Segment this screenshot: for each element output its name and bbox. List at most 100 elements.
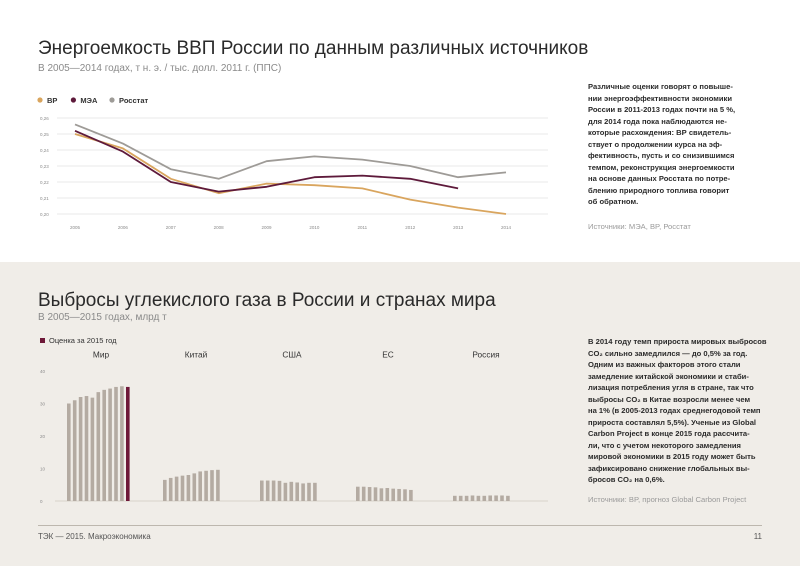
chart1-subtitle: В 2005—2014 годах, т н. э. / тыс. долл. … [38, 63, 282, 74]
bar [216, 469, 220, 501]
y-tick-label: 0,23 [40, 164, 49, 169]
chart1-commentary-line: Различные оценки говорят о повыше- [588, 82, 733, 91]
bar [385, 488, 390, 501]
chart2-commentary-line: прироста составлял 5,5%). Ученые из Glob… [588, 417, 757, 427]
bar [494, 495, 498, 501]
bar [506, 495, 510, 501]
x-tick-label: 2008 [214, 225, 225, 230]
bar [277, 480, 282, 501]
bar [356, 486, 360, 501]
chart1-commentary-line: России в 2011-2013 годах почти на 5 %, [588, 105, 736, 114]
group-label: Мир [93, 350, 110, 360]
chart1-commentary: Различные оценки говорят о повыше-нии эн… [588, 81, 773, 208]
y-tick-label: 30 [40, 401, 46, 406]
co2-emissions-section [0, 262, 800, 566]
chart1-commentary-line: фективность, пусть и со снизившимся [588, 151, 735, 160]
bar [307, 482, 311, 501]
chart1-commentary-line: об обратном. [588, 197, 639, 206]
x-tick-label: 2005 [70, 225, 81, 230]
legend-marker-2 [109, 97, 115, 103]
chart2-commentary-line: бросов CO₂ на 0,6%. [588, 475, 665, 484]
bar [289, 481, 294, 501]
bar [301, 483, 305, 501]
chart2-commentary-line: CO₂ сильно замедлился — до 0,5% за год. [588, 348, 748, 358]
bar-estimate-2015 [126, 386, 130, 501]
y-tick-label: 0,24 [40, 148, 49, 153]
chart1-commentary-line: нии энергоэффективности экономики [588, 93, 732, 103]
x-tick-label: 2010 [309, 225, 320, 230]
bar [464, 495, 469, 501]
y-tick-label: 10 [40, 466, 46, 471]
bar [180, 475, 185, 501]
bar [102, 389, 106, 501]
chart1-commentary-line: темпом, реконструкция энергоемкости [588, 162, 735, 172]
group-label: Россия [472, 350, 499, 360]
y-tick-label: 20 [40, 434, 46, 439]
bar [488, 495, 492, 501]
chart2-commentary-line: выбросы CO₂ в Китае возросли менее чем [588, 394, 751, 404]
bar [367, 487, 372, 501]
bar [84, 396, 89, 501]
estimate-legend-marker [40, 338, 45, 343]
legend-label: МЭА [80, 96, 98, 105]
co2-emissions-chart: Оценка за 2015 год 0 10 20 30 40 Мир Китай США ЕС… [40, 336, 548, 504]
bar [361, 486, 366, 501]
bar [174, 476, 179, 501]
chart2-title: Выбросы углекислого газа в России и стра… [38, 290, 496, 311]
bar [78, 397, 83, 501]
bar [198, 471, 202, 501]
chart1-commentary-line: которые расхождения: ВР свидетель- [588, 128, 732, 137]
footer-divider [38, 525, 762, 526]
chart2-commentary-line: мировой экономики в 2015 году может быть [588, 452, 756, 461]
bar [192, 473, 197, 501]
group-label: ЕС [382, 350, 394, 360]
y-tick-label: 0 [40, 499, 43, 504]
series-line-1 [74, 129, 459, 193]
bar [96, 392, 101, 501]
bar [313, 482, 317, 501]
bar [482, 495, 487, 501]
x-tick-label: 2013 [453, 225, 464, 230]
bar [409, 489, 413, 501]
bar [108, 388, 112, 501]
group-label: Китай [185, 350, 208, 360]
bar [470, 495, 475, 501]
bar [204, 470, 208, 501]
bar [271, 480, 276, 501]
chart1-commentary-line: блению природного топлива говорит [588, 185, 730, 195]
page-number: 11 [753, 532, 762, 541]
y-tick-label: 0,22 [40, 180, 49, 185]
bar [379, 488, 384, 501]
y-tick-label: 0,21 [40, 196, 49, 201]
chart2-commentary-line: на 1% (в 2005-2013 годах среднегодовой т… [588, 406, 761, 415]
footer-section-label: ТЭК — 2015. Макроэкономика [38, 532, 151, 541]
x-tick-label: 2012 [405, 225, 416, 230]
bar [295, 482, 299, 501]
bar [391, 488, 395, 501]
chart1-commentary-line: на основе данных Росстата по потре- [588, 174, 731, 183]
bar [373, 487, 378, 501]
bar [186, 475, 191, 501]
legend-marker-1 [70, 97, 76, 103]
series-line-2 [74, 123, 507, 180]
bar [260, 480, 264, 501]
estimate-legend-label: Оценка за 2015 год [49, 336, 117, 345]
bar [500, 495, 504, 501]
x-tick-label: 2009 [262, 225, 273, 230]
energy-intensity-chart: BP МЭА Росстат 0,20 0,21 0,22 0,23 0,24 0,25 0,26… [37, 96, 548, 230]
series-line-0 [74, 133, 507, 215]
bar [120, 386, 124, 501]
chart2-commentary-line: ли, что с учетом некоторого замедления [588, 440, 741, 450]
y-tick-label: 0,20 [40, 212, 49, 217]
chart2-commentary-line: зафиксировано снижение глобальных вы- [588, 463, 750, 473]
chart2-commentary-line: замедление китайской экономики и стаби- [588, 371, 749, 381]
bar [90, 397, 95, 501]
chart2-commentary-line: Одним из важных факторов этого стали [588, 360, 741, 369]
bar [163, 479, 167, 501]
bar [453, 495, 457, 501]
bar [67, 403, 71, 501]
chart2-commentary-line: Carbon Project в конце 2015 года рассчит… [588, 429, 750, 438]
y-tick-label: 0,25 [40, 132, 49, 137]
bar [72, 400, 77, 501]
chart1-title: Энергоемкость ВВП России по данным разли… [38, 38, 589, 59]
